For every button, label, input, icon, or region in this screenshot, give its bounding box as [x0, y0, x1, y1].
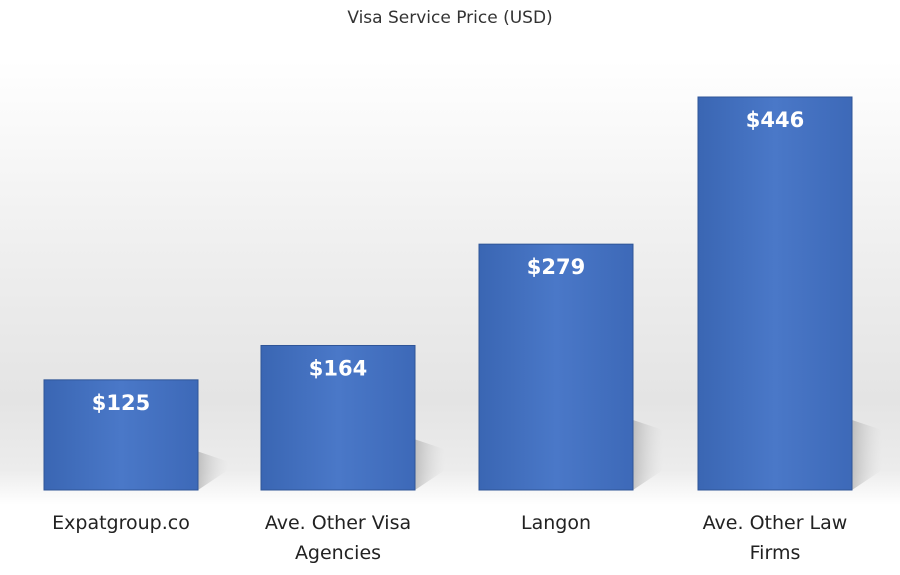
- bar: [697, 96, 853, 491]
- bar-shadow: [415, 439, 445, 490]
- bar: [43, 379, 199, 491]
- bar-shadow: [198, 451, 228, 490]
- bar-value-label: $125: [92, 391, 150, 415]
- bar: [478, 243, 634, 491]
- category-label: Langon: [521, 512, 591, 534]
- category-label: Ave. Other Law Firms: [703, 512, 848, 564]
- bar-value-label: $446: [746, 108, 804, 132]
- bar-value-label: $164: [309, 356, 367, 380]
- chart-title: Visa Service Price (USD): [347, 8, 553, 28]
- bar: [260, 344, 416, 491]
- category-label: Ave. Other Visa Agencies: [265, 512, 411, 564]
- bar-shadow: [852, 420, 882, 490]
- category-label: Expatgroup.co: [52, 512, 190, 534]
- bar-shadow: [633, 420, 663, 490]
- bar-value-label: $279: [527, 255, 585, 279]
